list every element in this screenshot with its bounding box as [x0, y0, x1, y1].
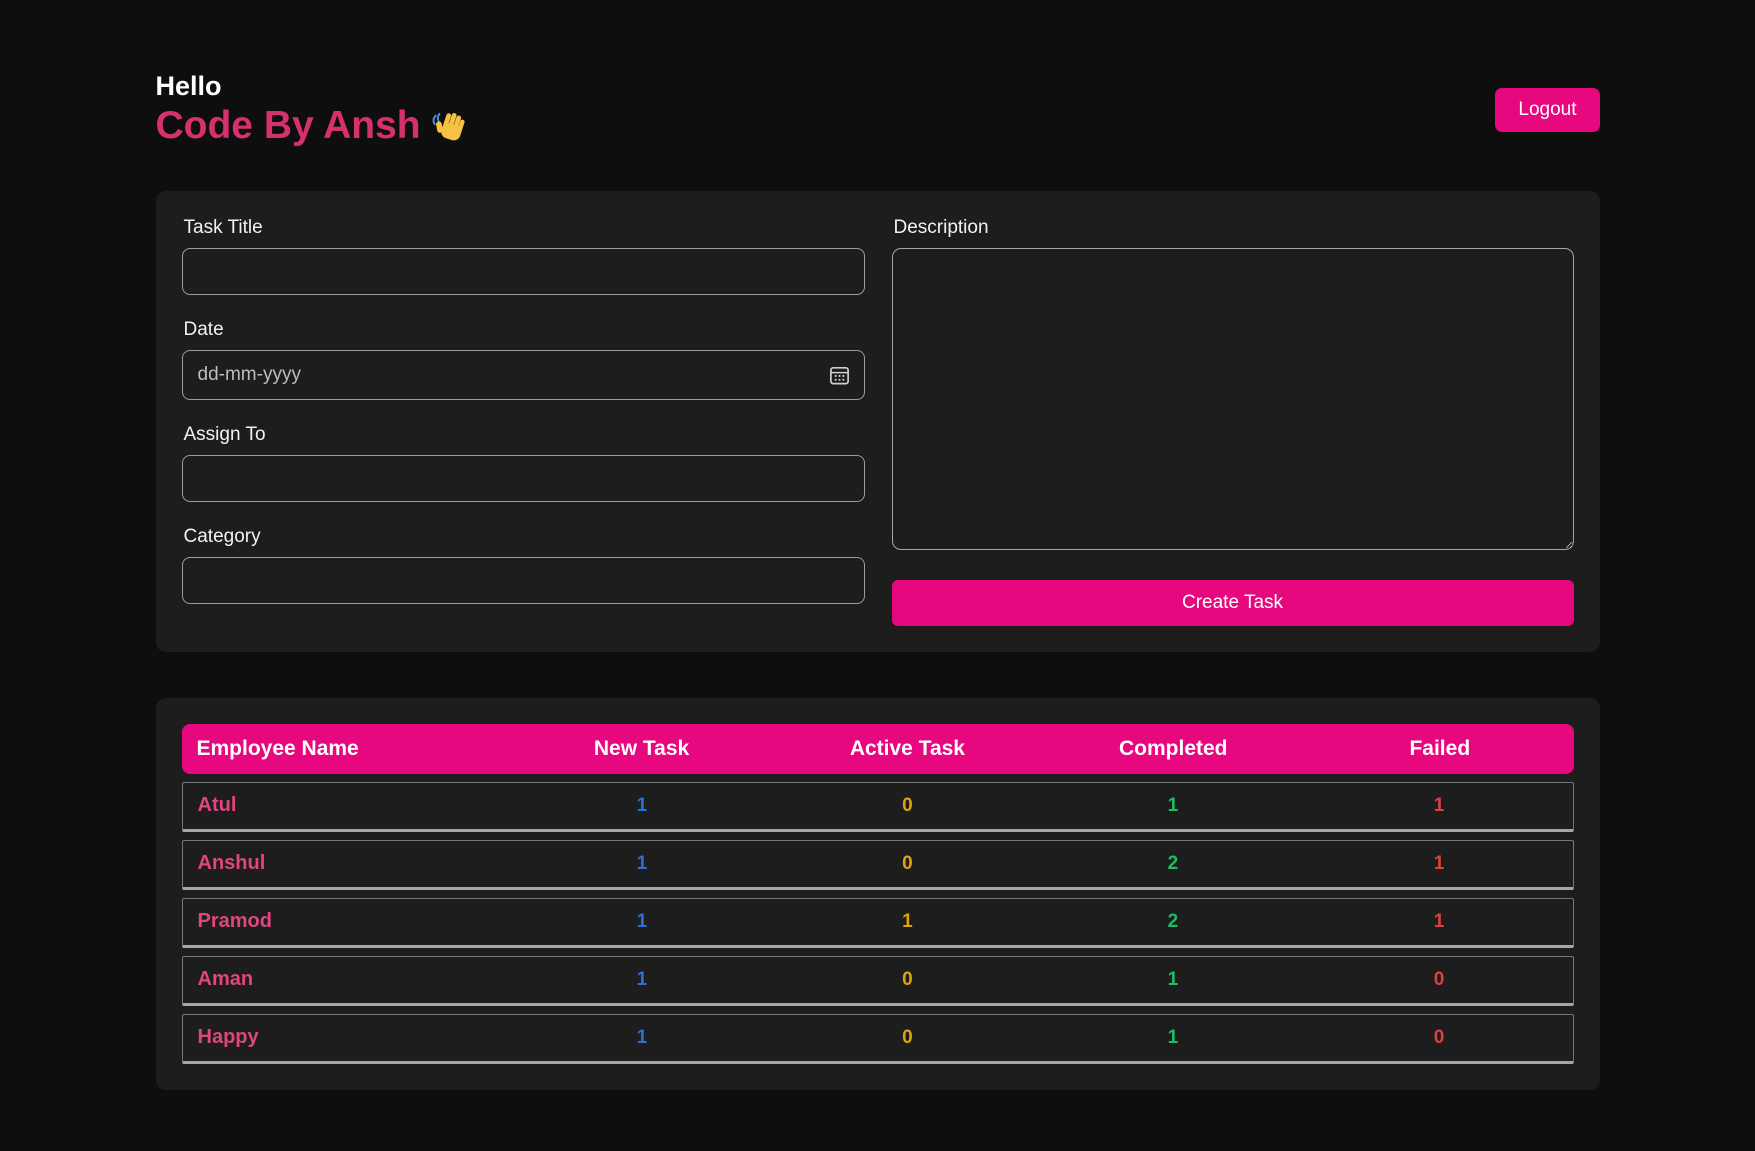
username-title: Code By Ansh — [156, 104, 468, 149]
greeting-text: Hello — [156, 72, 468, 102]
table-header-row: Employee Name New Task Active Task Compl… — [182, 724, 1574, 774]
new-task-count: 1 — [509, 911, 774, 933]
task-title-input[interactable] — [182, 248, 865, 295]
assign-to-input[interactable] — [182, 455, 865, 502]
greeting-block: Hello Code By Ansh — [156, 72, 468, 149]
employee-name: Anshul — [183, 852, 510, 875]
logout-button[interactable]: Logout — [1495, 88, 1599, 132]
new-task-count: 1 — [509, 853, 774, 875]
table-row: Happy 1 0 1 0 — [182, 1014, 1574, 1064]
completed-count: 1 — [1040, 795, 1305, 817]
col-header-completed: Completed — [1040, 737, 1306, 761]
new-task-count: 1 — [509, 795, 774, 817]
date-input[interactable] — [182, 350, 865, 400]
active-task-count: 1 — [775, 911, 1040, 933]
new-task-count: 1 — [509, 1027, 774, 1049]
category-input[interactable] — [182, 557, 865, 604]
calendar-icon[interactable] — [828, 363, 851, 386]
date-label: Date — [184, 319, 865, 341]
col-header-employee-name: Employee Name — [182, 737, 509, 761]
form-right-column: Description Create Task — [892, 217, 1574, 626]
date-field — [182, 350, 865, 400]
failed-count: 0 — [1306, 969, 1573, 991]
failed-count: 1 — [1306, 911, 1573, 933]
failed-count: 1 — [1306, 853, 1573, 875]
task-title-label: Task Title — [184, 217, 865, 239]
active-task-count: 0 — [775, 969, 1040, 991]
create-task-form: Task Title Date Assign To Category — [156, 191, 1600, 652]
col-header-failed: Failed — [1306, 737, 1573, 761]
col-header-new-task: New Task — [509, 737, 775, 761]
category-label: Category — [184, 526, 865, 548]
header: Hello Code By Ansh Logout — [156, 72, 1600, 149]
active-task-count: 0 — [775, 795, 1040, 817]
table-row: Atul 1 0 1 1 — [182, 782, 1574, 832]
username-text: Code By Ansh — [156, 104, 421, 149]
completed-count: 2 — [1040, 853, 1305, 875]
employee-name: Aman — [183, 968, 510, 991]
col-header-active-task: Active Task — [774, 737, 1040, 761]
new-task-count: 1 — [509, 969, 774, 991]
form-left-column: Task Title Date Assign To Category — [182, 217, 865, 626]
active-task-count: 0 — [775, 1027, 1040, 1049]
completed-count: 1 — [1040, 969, 1305, 991]
assign-to-label: Assign To — [184, 424, 865, 446]
table-row: Anshul 1 0 2 1 — [182, 840, 1574, 890]
completed-count: 2 — [1040, 911, 1305, 933]
table-row: Aman 1 0 1 0 — [182, 956, 1574, 1006]
completed-count: 1 — [1040, 1027, 1305, 1049]
failed-count: 0 — [1306, 1027, 1573, 1049]
employee-name: Pramod — [183, 910, 510, 933]
description-textarea[interactable] — [892, 248, 1574, 550]
table-row: Pramod 1 1 2 1 — [182, 898, 1574, 948]
description-label: Description — [894, 217, 1574, 239]
create-task-button[interactable]: Create Task — [892, 580, 1574, 626]
active-task-count: 0 — [775, 853, 1040, 875]
waving-hand-icon — [430, 109, 468, 147]
employee-name: Atul — [183, 794, 510, 817]
employee-task-table: Employee Name New Task Active Task Compl… — [156, 698, 1600, 1090]
employee-name: Happy — [183, 1026, 510, 1049]
failed-count: 1 — [1306, 795, 1573, 817]
page-container: Hello Code By Ansh Logout — [156, 0, 1600, 1090]
